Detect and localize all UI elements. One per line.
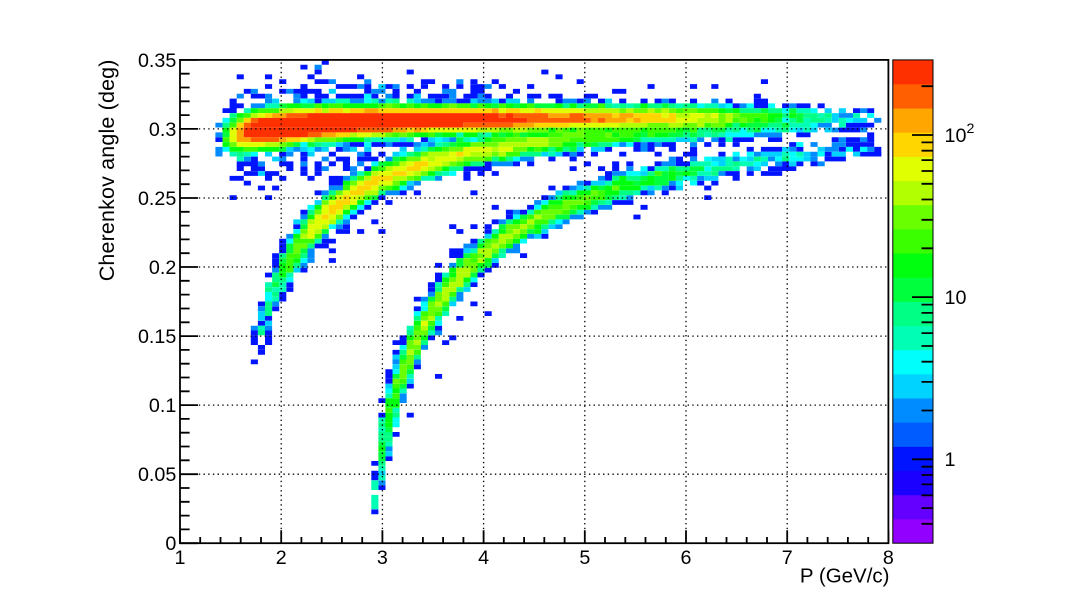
svg-text:5: 5	[579, 547, 590, 569]
svg-text:2: 2	[276, 547, 287, 569]
svg-text:0.1: 0.1	[149, 395, 176, 417]
svg-text:8: 8	[883, 547, 894, 569]
svg-text:3: 3	[377, 547, 388, 569]
svg-text:0.25: 0.25	[138, 188, 176, 210]
svg-text:0.2: 0.2	[149, 257, 176, 279]
svg-text:10: 10	[945, 287, 967, 309]
svg-text:Cherenkov angle (deg): Cherenkov angle (deg)	[95, 59, 119, 281]
svg-text:0.05: 0.05	[138, 464, 176, 486]
svg-text:P (GeV/c): P (GeV/c)	[800, 565, 890, 588]
svg-text:2: 2	[967, 121, 975, 137]
svg-text:4: 4	[478, 547, 489, 569]
svg-text:1: 1	[945, 449, 956, 471]
svg-text:1: 1	[175, 547, 186, 569]
svg-text:0.3: 0.3	[149, 119, 176, 141]
svg-text:6: 6	[681, 547, 692, 569]
svg-text:0.15: 0.15	[138, 326, 176, 348]
svg-text:0: 0	[165, 533, 176, 555]
svg-text:7: 7	[782, 547, 793, 569]
svg-text:0.35: 0.35	[138, 50, 176, 72]
svg-text:10: 10	[945, 125, 967, 147]
